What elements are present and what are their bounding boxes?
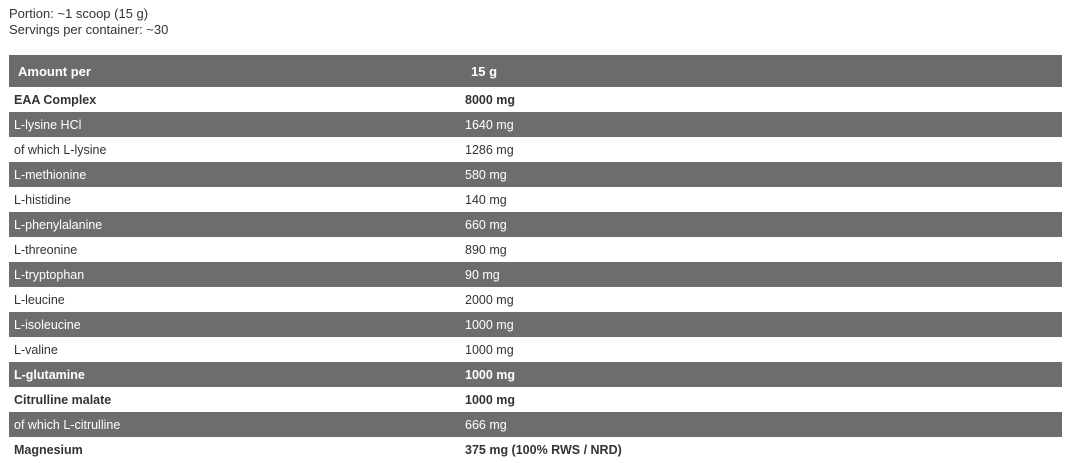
table-row: L-valine 1000 mg — [9, 337, 1062, 362]
ingredient-amount: 2000 mg — [465, 287, 1062, 312]
ingredient-amount: 1000 mg — [465, 362, 1062, 387]
nutrition-table: Amount per 15 g EAA Complex 8000 mg L-lysi… — [9, 55, 1062, 462]
header-label: Amount per — [9, 55, 465, 87]
ingredient-name: Citrulline malate — [9, 387, 465, 412]
table-row: of which L-lysine 1286 mg — [9, 137, 1062, 162]
table-row: EAA Complex 8000 mg — [9, 87, 1062, 112]
table-row: Citrulline malate 1000 mg — [9, 387, 1062, 412]
table-row: L-phenylalanine 660 mg — [9, 212, 1062, 237]
table-row: L-isoleucine 1000 mg — [9, 312, 1062, 337]
ingredient-amount: 140 mg — [465, 187, 1062, 212]
table-row: L-lysine HCl 1640 mg — [9, 112, 1062, 137]
ingredient-name: L-isoleucine — [9, 312, 465, 337]
ingredient-name: EAA Complex — [9, 87, 465, 112]
ingredient-amount: 580 mg — [465, 162, 1062, 187]
ingredient-amount: 375 mg (100% RWS / NRD) — [465, 437, 1062, 462]
ingredient-name: Magnesium — [9, 437, 465, 462]
serving-info: Portion: ~1 scoop (15 g) Servings per co… — [9, 6, 168, 38]
table-row: L-leucine 2000 mg — [9, 287, 1062, 312]
ingredient-name: L-glutamine — [9, 362, 465, 387]
table-row: L-tryptophan 90 mg — [9, 262, 1062, 287]
ingredient-amount: 1000 mg — [465, 337, 1062, 362]
ingredient-amount: 890 mg — [465, 237, 1062, 262]
ingredient-amount: 1640 mg — [465, 112, 1062, 137]
table-row: of which L-citrulline 666 mg — [9, 412, 1062, 437]
ingredient-amount: 8000 mg — [465, 87, 1062, 112]
ingredient-name: L-valine — [9, 337, 465, 362]
ingredient-name: L-tryptophan — [9, 262, 465, 287]
table-header: Amount per 15 g — [9, 55, 1062, 87]
ingredient-amount: 666 mg — [465, 412, 1062, 437]
table-row: L-threonine 890 mg — [9, 237, 1062, 262]
table-row: Magnesium 375 mg (100% RWS / NRD) — [9, 437, 1062, 462]
ingredient-amount: 1000 mg — [465, 387, 1062, 412]
ingredient-amount: 90 mg — [465, 262, 1062, 287]
servings-text: Servings per container: ~30 — [9, 22, 169, 37]
ingredient-name: L-lysine HCl — [9, 112, 465, 137]
ingredient-name: L-threonine — [9, 237, 465, 262]
portion-text: Portion: ~1 scoop (15 g) — [9, 6, 149, 21]
table-row: L-glutamine 1000 mg — [9, 362, 1062, 387]
table-row: L-methionine 580 mg — [9, 162, 1062, 187]
table-row: L-histidine 140 mg — [9, 187, 1062, 212]
ingredient-name: L-leucine — [9, 287, 465, 312]
ingredient-amount: 1286 mg — [465, 137, 1062, 162]
ingredient-name: of which L-citrulline — [9, 412, 465, 437]
ingredient-name: of which L-lysine — [9, 137, 465, 162]
header-value: 15 g — [465, 55, 1062, 87]
ingredient-amount: 1000 mg — [465, 312, 1062, 337]
ingredient-name: L-histidine — [9, 187, 465, 212]
ingredient-name: L-methionine — [9, 162, 465, 187]
ingredient-name: L-phenylalanine — [9, 212, 465, 237]
ingredient-amount: 660 mg — [465, 212, 1062, 237]
